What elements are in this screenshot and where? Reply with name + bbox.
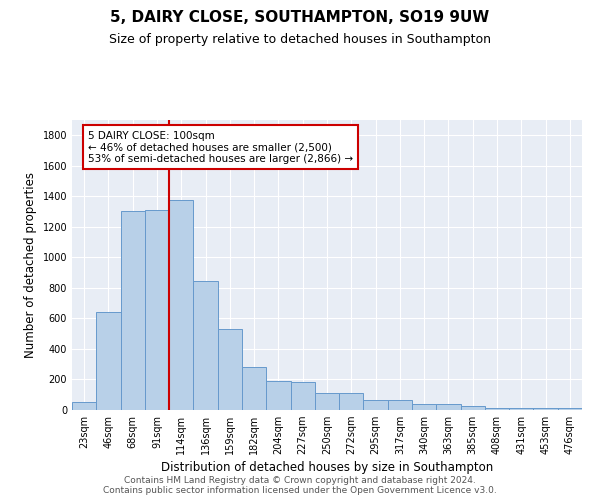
Bar xyxy=(266,381,290,410)
Bar xyxy=(339,393,364,410)
Bar xyxy=(364,400,388,410)
Bar xyxy=(509,408,533,410)
Bar xyxy=(72,402,96,410)
Bar xyxy=(242,366,266,410)
Bar xyxy=(388,400,412,410)
Text: Size of property relative to detached houses in Southampton: Size of property relative to detached ho… xyxy=(109,32,491,46)
Bar xyxy=(121,211,145,410)
X-axis label: Distribution of detached houses by size in Southampton: Distribution of detached houses by size … xyxy=(161,462,493,474)
Bar xyxy=(558,408,582,410)
Bar xyxy=(485,408,509,410)
Bar xyxy=(169,200,193,410)
Bar xyxy=(436,404,461,410)
Bar xyxy=(145,210,169,410)
Bar xyxy=(96,312,121,410)
Bar xyxy=(461,406,485,410)
Text: Contains HM Land Registry data © Crown copyright and database right 2024.
Contai: Contains HM Land Registry data © Crown c… xyxy=(103,476,497,495)
Y-axis label: Number of detached properties: Number of detached properties xyxy=(24,172,37,358)
Bar xyxy=(218,329,242,410)
Text: 5 DAIRY CLOSE: 100sqm
← 46% of detached houses are smaller (2,500)
53% of semi-d: 5 DAIRY CLOSE: 100sqm ← 46% of detached … xyxy=(88,130,353,164)
Bar xyxy=(315,393,339,410)
Bar xyxy=(290,382,315,410)
Bar xyxy=(412,404,436,410)
Text: 5, DAIRY CLOSE, SOUTHAMPTON, SO19 9UW: 5, DAIRY CLOSE, SOUTHAMPTON, SO19 9UW xyxy=(110,10,490,25)
Bar xyxy=(533,408,558,410)
Bar xyxy=(193,281,218,410)
